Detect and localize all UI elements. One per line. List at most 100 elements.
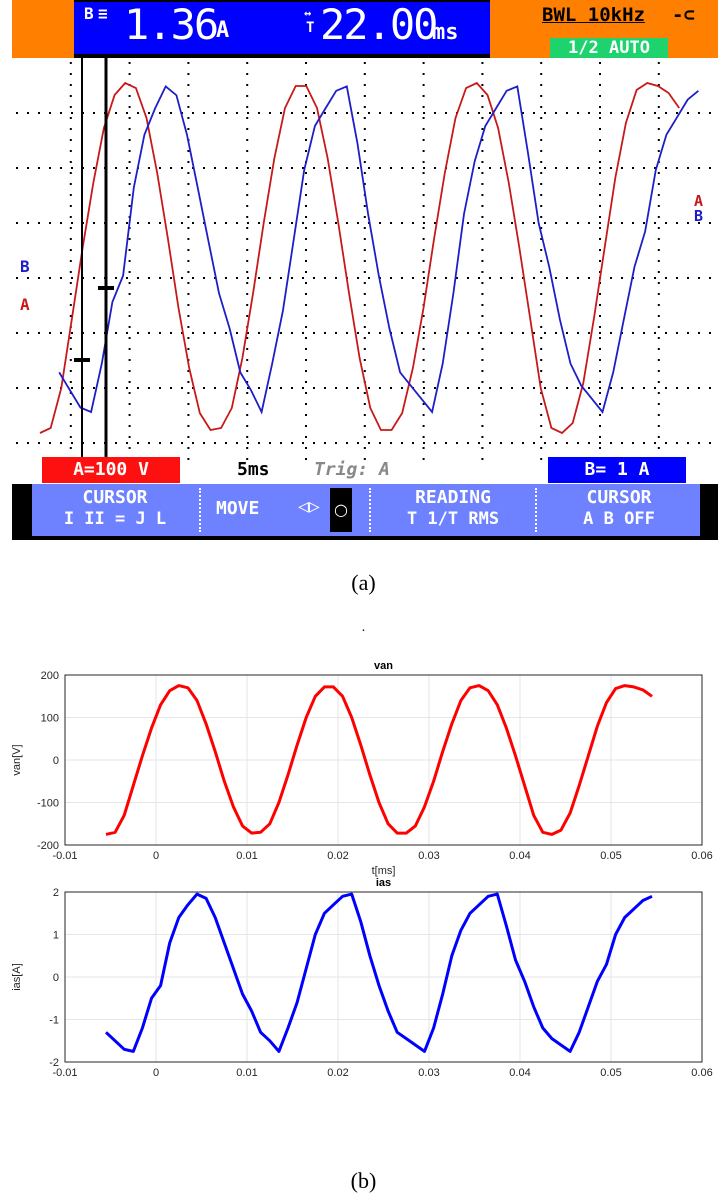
grid-dot <box>632 332 634 334</box>
x-tick-label: 0.06 <box>691 850 712 862</box>
grid-dot <box>225 167 227 169</box>
grid-dot <box>676 277 678 279</box>
grid-dot <box>27 277 29 279</box>
grid-dot <box>657 293 660 295</box>
grid-dot <box>540 359 543 361</box>
grid-dot <box>69 227 72 229</box>
grid-dot <box>170 277 172 279</box>
grid-dot <box>159 332 161 334</box>
grid-dot <box>481 392 484 394</box>
grid-dot <box>540 458 543 460</box>
grid-dot <box>187 293 190 295</box>
grid-dot <box>481 161 484 163</box>
grid-dot <box>258 222 260 224</box>
grid-dot <box>481 62 484 64</box>
grid-dot <box>69 381 72 383</box>
grid-dot <box>540 260 543 262</box>
grid-dot <box>422 381 425 383</box>
grid-dot <box>555 332 557 334</box>
grid-dot <box>422 414 425 416</box>
grid-dot <box>709 277 711 279</box>
grid-dot <box>698 222 700 224</box>
grid-dot <box>621 277 623 279</box>
grid-dot <box>434 332 436 334</box>
grid-dot <box>187 326 190 328</box>
grid-dot <box>225 222 227 224</box>
grid-dot <box>69 150 72 152</box>
grid-dot <box>555 167 557 169</box>
grid-dot <box>187 106 190 108</box>
grid-dot <box>246 403 249 405</box>
grid-dot <box>511 277 513 279</box>
grid-dot <box>363 436 366 438</box>
grid-dot <box>170 112 172 114</box>
grid-dot <box>363 227 366 229</box>
grid-dot <box>588 112 590 114</box>
grid-dot <box>588 332 590 334</box>
grid-dot <box>555 112 557 114</box>
softkey-cursor-mode[interactable]: CURSOR I II = J L <box>32 484 198 536</box>
grid-dot <box>335 277 337 279</box>
grid-dot <box>687 222 689 224</box>
softkey-cursor-channel[interactable]: CURSOR A B OFF <box>538 484 700 536</box>
grid-dot <box>280 222 282 224</box>
grid-dot <box>148 277 150 279</box>
softkey-divider <box>199 488 203 532</box>
grid-dot <box>187 436 190 438</box>
grid-dot <box>511 167 513 169</box>
grid-dot <box>187 304 190 306</box>
grid-dot <box>305 216 307 218</box>
grid-dot <box>246 161 249 163</box>
grid-dot <box>500 112 502 114</box>
grid-dot <box>305 117 307 119</box>
grid-dot <box>346 332 348 334</box>
x-tick-label: 0.06 <box>691 1067 712 1079</box>
grid-dot <box>187 337 190 339</box>
grid-dot <box>643 222 645 224</box>
grid-dot <box>60 332 62 334</box>
grid-dot <box>71 442 73 444</box>
softkey-move-title: MOVE <box>216 498 260 519</box>
grid-dot <box>305 139 307 141</box>
grid-dot <box>489 112 491 114</box>
grid-dot <box>38 387 40 389</box>
grid-dot <box>665 387 667 389</box>
grid-dot <box>423 222 425 224</box>
grid-dot <box>159 387 161 389</box>
grid-dot <box>445 387 447 389</box>
grid-dot <box>481 227 484 229</box>
softkey-reading[interactable]: READING T 1/T RMS <box>372 484 534 536</box>
grid-dot <box>481 370 484 372</box>
grid-dot <box>60 222 62 224</box>
grid-dot <box>187 73 190 75</box>
grid-dot <box>187 62 190 64</box>
grid-dot <box>363 282 366 284</box>
grid-dot <box>599 167 601 169</box>
grid-dot <box>422 117 425 119</box>
grid-dot <box>203 387 205 389</box>
grid-dot <box>363 348 366 350</box>
softkey-move[interactable]: MOVE ◁▷ ○ <box>202 484 368 536</box>
grid-dot <box>126 332 128 334</box>
grid-dot <box>203 277 205 279</box>
grid-dot <box>599 392 601 394</box>
grid-dot <box>456 332 458 334</box>
grid-dot <box>522 167 524 169</box>
grid-dot <box>657 238 660 240</box>
grid-dot <box>305 205 307 207</box>
grid-dot <box>16 442 18 444</box>
grid-dot <box>657 139 660 141</box>
grid-dot <box>368 332 370 334</box>
bandwidth-limit-label: BWL 10kHz <box>542 4 645 26</box>
grid-dot <box>540 238 543 240</box>
grid-dot <box>269 112 271 114</box>
y-tick-label: 200 <box>41 670 59 682</box>
grid-dot <box>246 227 249 229</box>
x-tick-label: 0.02 <box>327 850 348 862</box>
grid-dot <box>657 183 660 185</box>
grid-dot <box>522 277 524 279</box>
plot-title: van <box>374 660 393 672</box>
softkey-divider <box>535 488 539 532</box>
grid-dot <box>69 183 72 185</box>
